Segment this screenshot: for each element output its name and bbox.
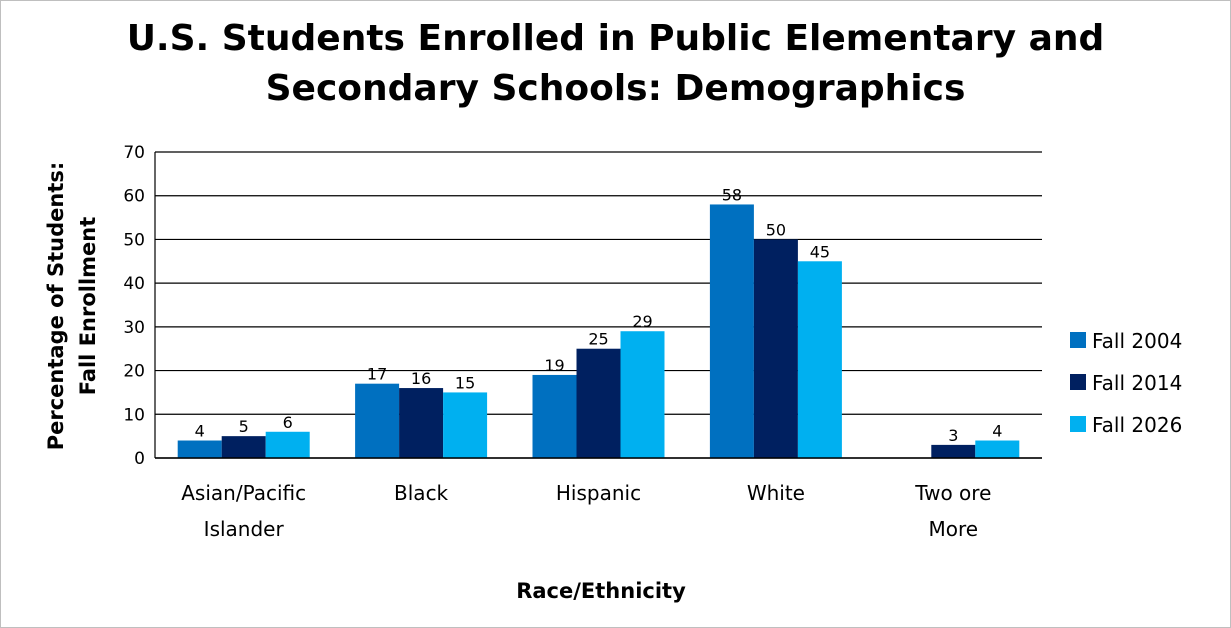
x-category-labels: Asian/Pacific Islander Black Hispanic White T… — [181, 481, 991, 541]
chart-title-line-2: Secondary Schools: Demographics — [265, 68, 966, 109]
data-label: 58 — [722, 185, 742, 204]
y-tick-label: 0 — [134, 449, 145, 469]
y-tick-label: 20 — [123, 362, 145, 382]
y-tick-label: 60 — [123, 187, 145, 207]
bar — [532, 374, 577, 458]
data-label: 4 — [992, 422, 1002, 441]
x-category-label: Islander — [204, 517, 285, 541]
x-category-label: Black — [394, 481, 449, 505]
y-axis-title-line-2: Fall Enrollment — [76, 217, 100, 396]
bar — [221, 436, 266, 458]
chart-title-line-1: U.S. Students Enrolled in Public Element… — [126, 18, 1105, 59]
bar — [177, 440, 222, 458]
data-label: 25 — [588, 330, 608, 349]
y-tick-label: 70 — [123, 143, 145, 163]
legend-swatch — [1070, 374, 1086, 390]
bar — [797, 261, 842, 458]
data-label: 6 — [283, 413, 293, 432]
bar — [355, 383, 400, 458]
data-label: 45 — [810, 242, 830, 261]
legend-label: Fall 2014 — [1092, 371, 1182, 395]
data-label: 15 — [455, 373, 475, 392]
y-tick-label: 50 — [123, 230, 145, 250]
bar — [753, 239, 798, 458]
x-category-label: Two ore — [914, 481, 991, 505]
data-label: 19 — [544, 356, 564, 375]
data-label: 3 — [948, 426, 958, 445]
data-label: 5 — [239, 417, 249, 436]
y-tick-label: 40 — [123, 274, 145, 294]
data-label: 4 — [195, 422, 205, 441]
y-axis-title-line-1: Percentage of Students: — [44, 162, 68, 451]
x-axis-title: Race/Ethnicity — [516, 579, 686, 603]
legend: Fall 2004 Fall 2014 Fall 2026 — [1070, 329, 1182, 437]
bars — [155, 204, 1042, 459]
y-tick-label: 30 — [123, 318, 145, 338]
y-tick-labels: 0 10 20 30 40 50 60 70 — [123, 143, 145, 469]
bar — [975, 440, 1020, 458]
data-label: 16 — [411, 369, 431, 388]
legend-swatch — [1070, 416, 1086, 432]
x-category-label: Asian/Pacific — [181, 481, 306, 505]
x-category-label: Hispanic — [556, 481, 641, 505]
legend-swatch — [1070, 332, 1086, 348]
legend-label: Fall 2026 — [1092, 413, 1182, 437]
bar — [931, 444, 976, 458]
x-category-label: More — [929, 517, 979, 541]
bar — [399, 388, 444, 458]
bar — [709, 204, 754, 458]
bar — [443, 392, 488, 458]
data-label: 17 — [367, 365, 387, 384]
x-category-label: White — [747, 481, 805, 505]
y-tick-label: 10 — [123, 405, 145, 425]
bar — [620, 331, 665, 458]
bar — [265, 431, 310, 458]
data-label: 50 — [766, 220, 786, 239]
bar — [576, 348, 621, 458]
legend-label: Fall 2004 — [1092, 329, 1182, 353]
chart-title: U.S. Students Enrolled in Public Element… — [0, 14, 1231, 114]
y-axis-title: Percentage of Students: Fall Enrollment — [44, 162, 100, 451]
data-label: 29 — [632, 312, 652, 331]
